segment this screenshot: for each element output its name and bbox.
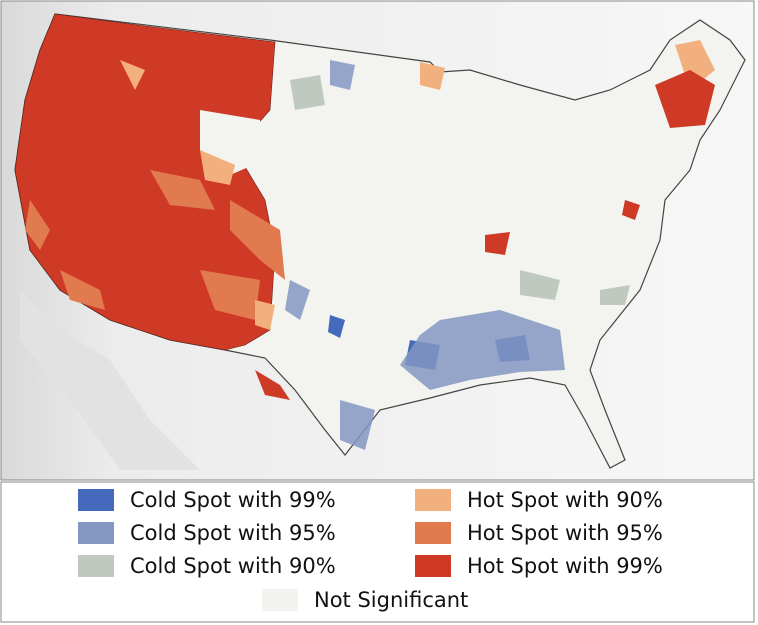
legend-swatch [262,589,298,611]
hot-spot-west [14,13,276,351]
legend-label: Cold Spot with 95% [130,521,336,545]
legend-swatch [415,555,451,577]
legend-label: Hot Spot with 95% [467,521,663,545]
hot-spot-95-west [25,170,285,320]
legend-label: Not Significant [314,588,468,612]
legend-swatch [78,522,114,544]
legend-label: Cold Spot with 90% [130,554,336,578]
legend: Cold Spot with 99% Cold Spot with 95% Cold… [78,488,663,612]
legend-label: Hot Spot with 90% [467,488,663,512]
legend-swatch [78,555,114,577]
legend-swatch [415,522,451,544]
legend-box [0,481,755,623]
cold-spot-95 [285,60,565,450]
legend-swatch [78,489,114,511]
mexico-terrain [20,290,200,470]
legend-label: Cold Spot with 99% [130,488,336,512]
hot-spot-99-east [255,70,715,400]
legend-label: Hot Spot with 99% [467,554,663,578]
legend-swatch [415,489,451,511]
